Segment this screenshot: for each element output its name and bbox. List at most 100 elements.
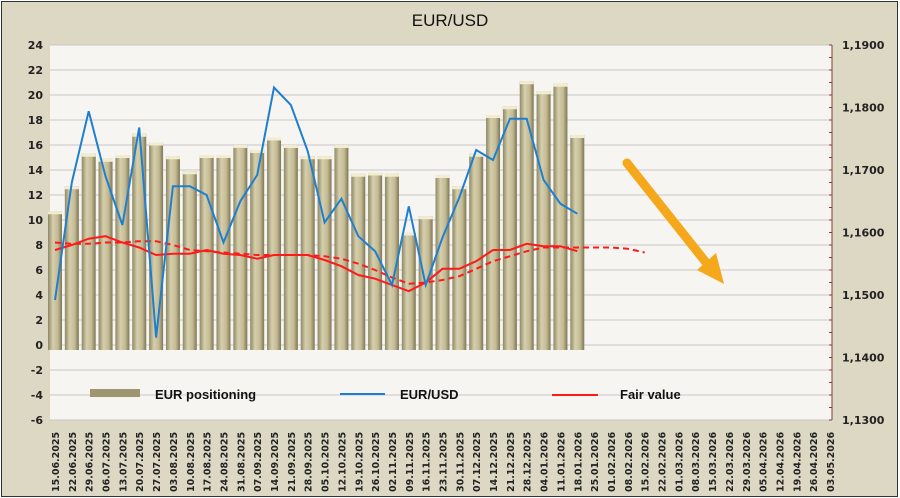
bar-eur-positioning (351, 173, 366, 350)
eurusd-line (54, 85, 578, 338)
bar-top (216, 155, 231, 158)
bar-eur-positioning (199, 155, 214, 350)
x-tick-label: 06.07.2025 (102, 432, 113, 492)
legend-label-eurusd: EUR/USD (400, 387, 459, 402)
bar-top (401, 232, 416, 236)
x-tick-label: 24.08.2025 (219, 432, 230, 492)
bar-top (418, 216, 433, 220)
bar-eur-positioning (149, 142, 164, 350)
bar-top (317, 156, 332, 160)
y-tick-label: 22 (28, 64, 43, 77)
x-tick-label: 07.09.2025 (253, 432, 264, 492)
bar-top (384, 173, 399, 177)
x-tick-label: 22.02.2026 (658, 432, 669, 492)
x-tick-label: 18.01.2026 (573, 432, 584, 492)
y-tick-label: 10 (28, 214, 44, 227)
bar-eur-positioning (267, 137, 282, 350)
x-tick-label: 03.08.2025 (169, 432, 180, 492)
x-tick-label: 09.11.2025 (405, 432, 416, 492)
legend-label-fair: Fair value (620, 387, 681, 402)
x-tick-label: 31.08.2025 (236, 432, 247, 492)
x-tick-label: 25.01.2026 (590, 432, 601, 492)
bar-top (149, 142, 164, 146)
x-tick-label: 04.01.2026 (540, 432, 551, 492)
x-tick-label: 05.04.2026 (759, 432, 770, 492)
bar-eur-positioning (300, 156, 315, 350)
bar-top (182, 171, 197, 175)
x-tick-label: 21.12.2025 (506, 432, 517, 492)
x-tick-label: 28.12.2025 (523, 432, 534, 492)
bar-top (570, 135, 585, 138)
x-tick-label: 15.03.2026 (708, 432, 719, 492)
bar-eur-positioning (435, 175, 450, 350)
bar-eur-positioning (48, 211, 62, 350)
x-tick-label: 30.11.2025 (455, 432, 466, 492)
x-tick-label: 22.03.2026 (725, 432, 736, 492)
bar-eur-positioning (570, 135, 585, 350)
bar-top (199, 155, 214, 158)
y-tick-label: 20 (28, 89, 44, 102)
bar-eur-positioning (115, 155, 130, 350)
bar-eur-positioning (250, 150, 265, 350)
x-tick-label: 02.11.2025 (388, 432, 399, 492)
bar-eur-positioning (502, 106, 517, 350)
x-tick-label: 17.08.2025 (203, 432, 214, 492)
x-tick-label: 29.06.2025 (85, 432, 96, 492)
bar-top (452, 186, 467, 190)
bar-top (48, 211, 62, 215)
bar-top (98, 158, 113, 162)
bar-eur-positioning (216, 155, 231, 350)
y-tick-label: 24 (28, 39, 44, 52)
y-tick-label: 12 (28, 189, 43, 202)
bar-top (519, 81, 534, 85)
x-tick-label: 15.06.2025 (51, 432, 62, 492)
bar-eur-positioning (486, 115, 501, 350)
bar-eur-positioning (81, 153, 96, 350)
trend-arrow (622, 158, 724, 284)
bar-top (165, 156, 180, 160)
x-tick-label: 19.10.2025 (354, 432, 365, 492)
y2-tick-label: 1,1400 (842, 352, 885, 365)
bar-eur-positioning (536, 91, 551, 350)
y2-tick-label: 1,1600 (842, 227, 885, 240)
y2-tick-label: 1,1800 (842, 102, 885, 115)
x-tick-label: 08.02.2026 (624, 432, 635, 492)
legend: EUR positioning EUR/USD Fair value (90, 387, 681, 402)
bar-top (536, 91, 551, 95)
bar-top (81, 153, 96, 157)
bar-eur-positioning (384, 173, 399, 350)
y2-tick-label: 1,1500 (842, 289, 885, 302)
bar-top (486, 115, 501, 118)
y2-tick-label: 1,1300 (842, 414, 885, 427)
x-tick-label: 01.02.2026 (607, 432, 618, 492)
y-tick-label: 6 (35, 264, 43, 277)
y-tick-label: 18 (28, 114, 43, 127)
x-tick-label: 20.07.2025 (135, 432, 146, 492)
bar-top (553, 83, 568, 87)
y2-tick-label: 1,1700 (842, 164, 885, 177)
bar-eur-positioning (182, 171, 197, 350)
bar-eur-positioning (64, 186, 79, 350)
bar-top (469, 153, 484, 157)
bar-top (502, 106, 517, 110)
bar-top (233, 145, 248, 148)
y-tick-label: 0 (35, 339, 43, 352)
x-tick-label: 16.11.2025 (422, 432, 433, 492)
bar-eur-positioning (283, 145, 298, 350)
x-tick-label: 26.04.2026 (809, 432, 820, 492)
x-tick-label: 10.08.2025 (186, 432, 197, 492)
bar-top (250, 150, 265, 153)
x-tick-label: 01.03.2026 (674, 432, 685, 492)
chart-title: EUR/USD (412, 11, 489, 30)
x-tick-label: 22.06.2025 (68, 432, 79, 492)
bar-eur-positioning (519, 81, 534, 350)
bar-eur-positioning (553, 83, 568, 350)
bar-top (334, 145, 349, 148)
y-tick-label: 4 (35, 289, 43, 302)
x-tick-label: 14.09.2025 (270, 432, 281, 492)
legend-swatch-positioning (90, 389, 140, 397)
x-tick-label: 08.03.2026 (691, 432, 702, 492)
x-tick-label: 11.01.2026 (556, 432, 567, 492)
x-tick-label: 03.05.2026 (826, 432, 837, 492)
